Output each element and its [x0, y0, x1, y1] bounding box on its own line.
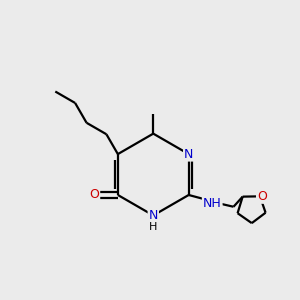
Text: H: H — [149, 222, 158, 232]
Text: N: N — [184, 148, 194, 160]
Text: O: O — [89, 188, 99, 202]
Text: NH: NH — [203, 197, 222, 210]
Text: N: N — [148, 209, 158, 222]
Text: O: O — [257, 190, 267, 203]
